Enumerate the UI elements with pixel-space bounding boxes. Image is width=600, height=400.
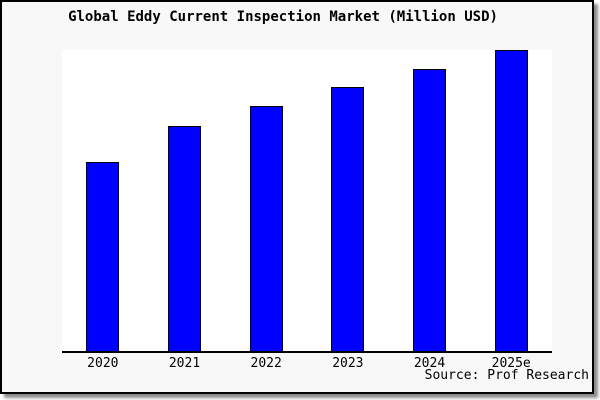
bar-column-2023 (307, 50, 389, 351)
bar-column-2021 (144, 50, 226, 351)
x-tick-label-2022: 2022 (250, 356, 282, 371)
source-credit: Source: Prof Research (424, 368, 589, 383)
bar-2023 (331, 86, 365, 351)
plot-area (62, 50, 552, 353)
chart-title: Global Eddy Current Inspection Market (M… (68, 9, 498, 25)
x-tick-label-2020: 2020 (87, 356, 119, 371)
bar-2021 (168, 125, 201, 351)
x-axis-labels: 2020 2021 2022 2023 2024 2025e (62, 356, 552, 371)
x-tick-label-2021: 2021 (168, 356, 201, 371)
bar-column-2025e (470, 50, 552, 351)
chart-figure: Global Eddy Current Inspection Market (M… (0, 0, 594, 394)
bar-column-2020 (62, 50, 144, 351)
x-tick-label-2024: 2024 (413, 356, 446, 371)
bar-2020 (86, 161, 120, 351)
x-tick-label-2023: 2023 (332, 356, 364, 371)
bar-column-2022 (225, 50, 307, 351)
bar-2025e (494, 50, 528, 351)
x-tick-label-2025e: 2025e (491, 356, 531, 371)
bar-2024 (413, 68, 447, 351)
bar-column-2024 (389, 50, 471, 351)
bar-2022 (249, 106, 283, 351)
